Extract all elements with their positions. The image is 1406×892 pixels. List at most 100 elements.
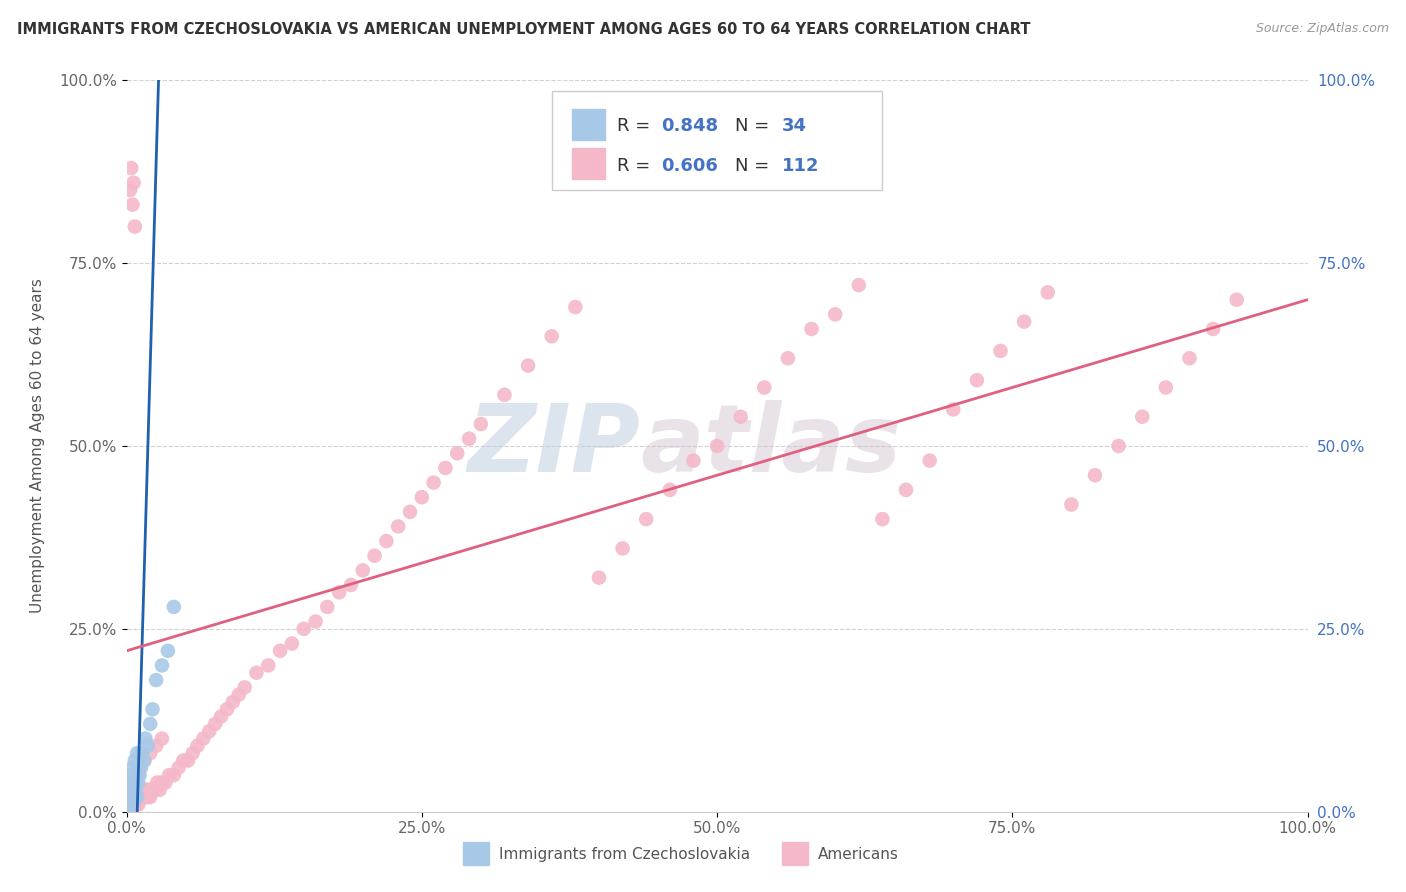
- Point: [387, 519, 409, 533]
- Text: R =: R =: [617, 157, 655, 175]
- Point: [120, 768, 142, 782]
- Point: [127, 790, 149, 805]
- Point: [612, 541, 634, 556]
- Point: [1130, 409, 1153, 424]
- Point: [186, 739, 208, 753]
- Point: [942, 402, 965, 417]
- Point: [118, 790, 141, 805]
- Point: [730, 409, 752, 424]
- Point: [118, 775, 141, 789]
- Point: [800, 322, 823, 336]
- Point: [138, 782, 160, 797]
- Point: [139, 746, 162, 760]
- Point: [122, 768, 145, 782]
- Point: [872, 512, 894, 526]
- Point: [120, 797, 142, 812]
- Point: [222, 695, 245, 709]
- Point: [149, 782, 172, 797]
- Point: [588, 571, 610, 585]
- Point: [517, 359, 540, 373]
- Point: [564, 300, 586, 314]
- Text: 0.606: 0.606: [662, 157, 718, 175]
- Point: [136, 790, 159, 805]
- Point: [117, 782, 139, 797]
- Point: [150, 775, 173, 789]
- Point: [124, 790, 146, 805]
- Point: [375, 534, 398, 549]
- Point: [1202, 322, 1225, 336]
- Point: [292, 622, 315, 636]
- Point: [128, 768, 150, 782]
- Point: [316, 599, 339, 614]
- Point: [181, 746, 204, 760]
- Point: [177, 754, 200, 768]
- Point: [1084, 468, 1107, 483]
- Text: Source: ZipAtlas.com: Source: ZipAtlas.com: [1256, 22, 1389, 36]
- Point: [167, 761, 190, 775]
- Point: [494, 388, 516, 402]
- Point: [134, 754, 156, 768]
- Point: [257, 658, 280, 673]
- Point: [209, 709, 232, 723]
- Point: [894, 483, 917, 497]
- Text: N =: N =: [735, 157, 775, 175]
- Point: [658, 483, 681, 497]
- Point: [434, 461, 457, 475]
- Text: R =: R =: [617, 118, 655, 136]
- Point: [120, 782, 142, 797]
- Point: [132, 790, 155, 805]
- Point: [754, 380, 776, 394]
- Text: IMMIGRANTS FROM CZECHOSLOVAKIA VS AMERICAN UNEMPLOYMENT AMONG AGES 60 TO 64 YEAR: IMMIGRANTS FROM CZECHOSLOVAKIA VS AMERIC…: [17, 22, 1031, 37]
- Point: [131, 746, 153, 760]
- Point: [121, 197, 143, 211]
- Point: [129, 790, 152, 805]
- Point: [143, 782, 166, 797]
- Point: [458, 432, 481, 446]
- Point: [340, 578, 363, 592]
- Point: [125, 797, 148, 812]
- Point: [245, 665, 267, 680]
- Point: [136, 739, 159, 753]
- Point: [120, 775, 142, 789]
- Point: [124, 754, 146, 768]
- Point: [145, 739, 167, 753]
- Point: [172, 754, 194, 768]
- Point: [706, 439, 728, 453]
- Point: [124, 219, 146, 234]
- Point: [120, 183, 142, 197]
- Point: [146, 775, 169, 789]
- Point: [134, 754, 156, 768]
- Point: [122, 797, 145, 812]
- Point: [1060, 498, 1083, 512]
- Point: [540, 329, 562, 343]
- Point: [848, 278, 870, 293]
- Y-axis label: Unemployment Among Ages 60 to 64 years: Unemployment Among Ages 60 to 64 years: [30, 278, 45, 614]
- Point: [1154, 380, 1177, 394]
- Text: Americans: Americans: [817, 847, 898, 862]
- Point: [966, 373, 988, 387]
- Point: [129, 761, 152, 775]
- Point: [411, 490, 433, 504]
- Text: atlas: atlas: [640, 400, 901, 492]
- Point: [157, 768, 180, 782]
- Point: [124, 797, 146, 812]
- Point: [121, 761, 143, 775]
- Point: [682, 453, 704, 467]
- Point: [304, 615, 326, 629]
- Bar: [572, 109, 605, 139]
- Point: [121, 797, 143, 812]
- Point: [118, 782, 141, 797]
- Point: [139, 717, 162, 731]
- Point: [163, 599, 186, 614]
- Point: [134, 731, 156, 746]
- Point: [1108, 439, 1130, 453]
- Point: [352, 563, 374, 577]
- Point: [118, 797, 141, 812]
- Text: 34: 34: [782, 118, 807, 136]
- Point: [363, 549, 385, 563]
- Point: [215, 702, 238, 716]
- Point: [139, 790, 162, 805]
- Point: [127, 790, 149, 805]
- Point: [135, 782, 157, 797]
- Point: [134, 782, 156, 797]
